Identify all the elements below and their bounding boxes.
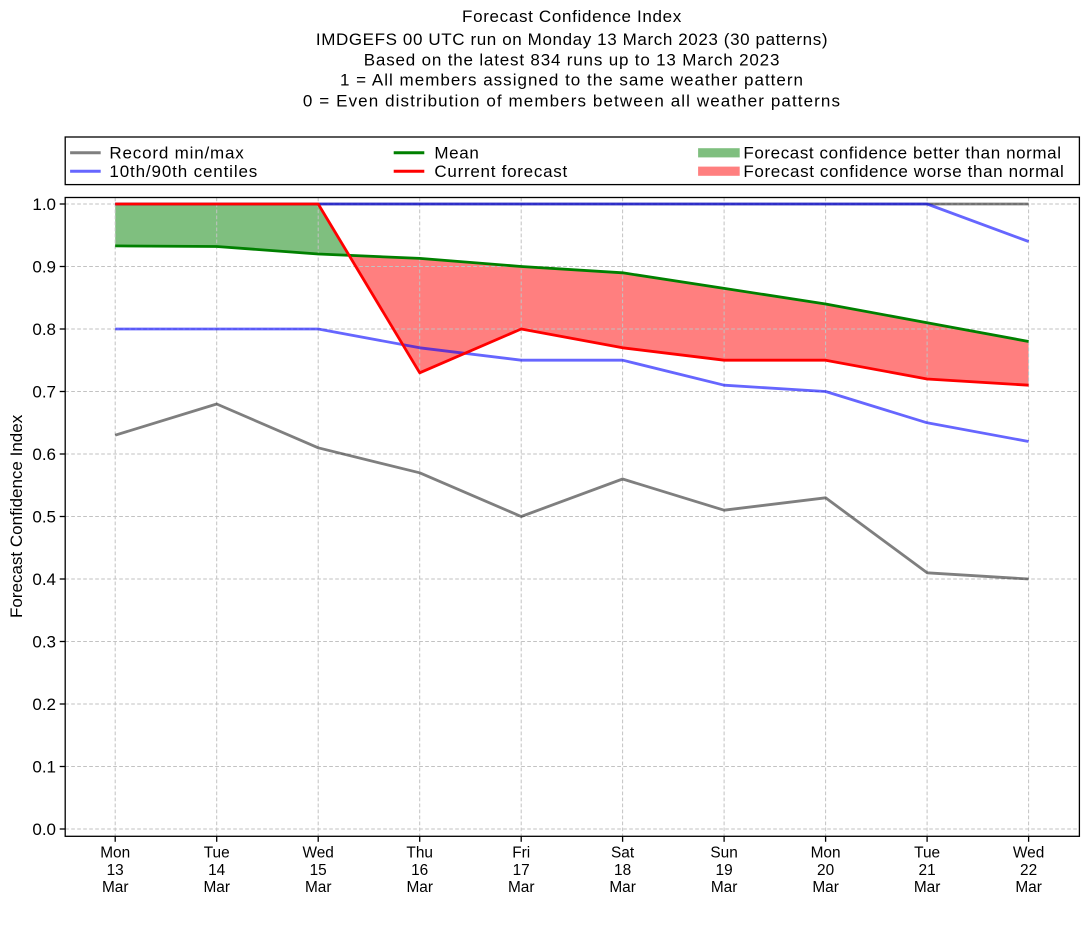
svg-text:Sat: Sat [611,844,635,861]
svg-text:18: 18 [614,862,631,879]
svg-text:17: 17 [513,862,530,879]
svg-text:15: 15 [310,862,327,879]
svg-text:0.8: 0.8 [32,320,56,339]
svg-text:Thu: Thu [406,844,433,861]
svg-text:Forecast Confidence Index: Forecast Confidence Index [462,7,682,26]
svg-text:0.0: 0.0 [32,820,56,839]
svg-text:0 = Even distribution of membe: 0 = Even distribution of members between… [303,91,841,110]
svg-text:Mar: Mar [609,879,636,896]
svg-text:Mar: Mar [305,879,332,896]
svg-text:Based on the latest 834 runs u: Based on the latest 834 runs up to 13 Ma… [364,51,780,70]
svg-text:10th/90th centiles: 10th/90th centiles [109,162,258,181]
svg-text:0.7: 0.7 [32,383,56,402]
svg-text:14: 14 [208,862,226,879]
svg-text:19: 19 [716,862,733,879]
svg-text:Mar: Mar [508,879,535,896]
svg-text:21: 21 [919,862,936,879]
svg-text:Tue: Tue [204,844,230,861]
svg-text:0.9: 0.9 [32,258,56,277]
svg-text:Wed: Wed [303,844,334,861]
svg-text:Sun: Sun [710,844,737,861]
svg-text:IMDGEFS 00 UTC run on Monday 1: IMDGEFS 00 UTC run on Monday 13 March 20… [316,30,828,49]
svg-text:Mar: Mar [812,879,839,896]
svg-text:Mar: Mar [1015,879,1042,896]
svg-text:Mar: Mar [102,879,129,896]
svg-text:Mon: Mon [811,844,841,861]
svg-text:0.1: 0.1 [32,758,56,777]
svg-text:Record min/max: Record min/max [109,144,244,163]
svg-text:0.2: 0.2 [32,695,56,714]
svg-text:16: 16 [411,862,428,879]
svg-text:Mar: Mar [203,879,230,896]
svg-text:0.5: 0.5 [32,508,56,527]
svg-text:Tue: Tue [914,844,940,861]
svg-text:Mar: Mar [914,879,941,896]
svg-text:Current forecast: Current forecast [434,162,568,181]
svg-text:1 = All members assigned to th: 1 = All members assigned to the same wea… [340,71,804,90]
svg-text:Forecast Confidence Index: Forecast Confidence Index [7,414,26,618]
svg-text:22: 22 [1020,862,1037,879]
svg-text:13: 13 [107,862,124,879]
svg-text:Wed: Wed [1013,844,1044,861]
svg-text:0.4: 0.4 [32,570,56,589]
svg-text:0.6: 0.6 [32,445,56,464]
svg-text:Mon: Mon [100,844,130,861]
svg-text:Mar: Mar [711,879,738,896]
svg-text:Mar: Mar [406,879,433,896]
svg-text:20: 20 [817,862,834,879]
svg-text:1.0: 1.0 [32,195,56,214]
svg-text:Fri: Fri [512,844,530,861]
svg-text:Forecast confidence better tha: Forecast confidence better than normal [743,144,1061,163]
svg-text:Forecast confidence worse than: Forecast confidence worse than normal [743,162,1064,181]
svg-text:0.3: 0.3 [32,633,56,652]
svg-text:Mean: Mean [434,144,479,163]
